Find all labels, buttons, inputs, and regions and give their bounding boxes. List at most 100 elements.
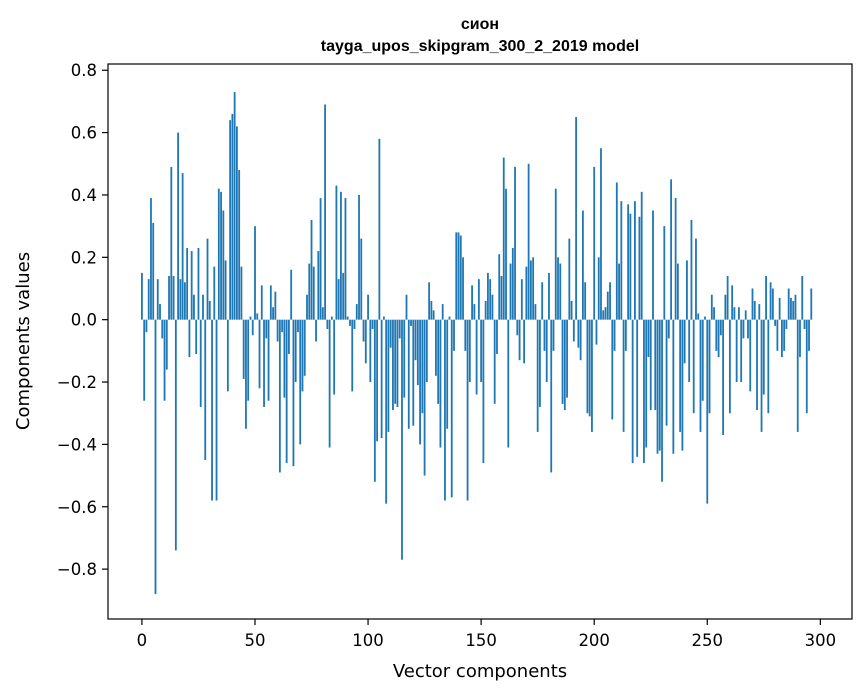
bar: [611, 319, 614, 420]
bar: [627, 204, 630, 320]
bar: [312, 266, 315, 320]
bar: [299, 319, 302, 445]
bar: [550, 319, 553, 473]
bar: [760, 319, 763, 432]
bar: [566, 319, 568, 398]
bar: [423, 319, 426, 476]
bar: [382, 316, 385, 320]
bar: [471, 285, 473, 320]
bar: [172, 276, 175, 320]
bar: [554, 188, 557, 320]
bar: [163, 319, 166, 401]
bar: [629, 213, 632, 320]
bar: [509, 263, 512, 320]
bar: [753, 300, 756, 320]
bar: [211, 319, 213, 501]
bar: [373, 319, 376, 482]
bar: [380, 319, 383, 439]
bar: [249, 316, 252, 320]
bar: [188, 319, 191, 358]
y-tick-label: 0.4: [71, 186, 97, 205]
bar: [236, 126, 238, 320]
bar: [245, 319, 247, 429]
bar: [518, 319, 521, 361]
bar: [421, 319, 424, 414]
bar: [482, 319, 485, 464]
bar: [615, 182, 618, 320]
y-tick-label: 0.8: [71, 61, 97, 80]
bar: [405, 294, 408, 320]
bar: [292, 319, 295, 467]
bar: [722, 319, 725, 436]
bar-series: [141, 92, 813, 595]
bar: [527, 163, 530, 320]
bar: [785, 319, 788, 330]
bar: [552, 319, 555, 351]
bar: [310, 219, 313, 320]
bar: [294, 319, 297, 383]
bar: [466, 319, 469, 501]
bar: [674, 198, 677, 320]
bar: [489, 279, 492, 320]
bar: [719, 319, 722, 336]
bar: [532, 257, 535, 320]
bar: [586, 319, 589, 414]
bar: [665, 319, 668, 426]
bar: [321, 307, 324, 320]
bar: [758, 304, 761, 320]
bar: [751, 288, 754, 320]
bar: [353, 319, 356, 330]
bar: [749, 319, 752, 392]
bar: [159, 304, 161, 320]
bar: [342, 272, 345, 320]
bar: [762, 319, 765, 395]
bar: [179, 279, 182, 320]
bar: [202, 294, 204, 320]
bar: [231, 113, 234, 320]
bar: [570, 300, 573, 320]
bar: [672, 319, 675, 454]
bar: [640, 191, 643, 320]
bar: [597, 257, 600, 320]
bar: [511, 247, 514, 320]
bar: [317, 251, 320, 320]
bar: [238, 170, 241, 320]
bar: [704, 316, 706, 320]
bar: [769, 282, 772, 320]
bar: [319, 198, 322, 320]
bar: [154, 319, 157, 595]
x-axis: 0 50 100 150 200 250 300: [137, 619, 836, 650]
bar: [283, 319, 286, 398]
bar: [765, 276, 767, 320]
bar: [645, 319, 648, 448]
bar: [787, 288, 790, 320]
bar: [437, 319, 440, 404]
bar: [618, 263, 620, 320]
bar: [265, 319, 268, 339]
bar: [523, 319, 525, 364]
bar: [647, 319, 650, 358]
bar: [435, 319, 437, 376]
bar: [636, 319, 639, 457]
bar: [563, 319, 566, 411]
bar: [491, 294, 494, 320]
bar: [349, 319, 351, 326]
bar: [747, 319, 749, 339]
bar: [278, 319, 281, 473]
bar: [776, 319, 779, 351]
bar: [670, 179, 672, 320]
y-tick-label: −0.2: [57, 373, 97, 392]
bar: [717, 319, 720, 358]
bar: [168, 276, 170, 320]
bar: [602, 310, 605, 320]
bar: [387, 319, 390, 432]
bar: [792, 300, 795, 320]
bar: [634, 201, 636, 320]
x-tick-label: 50: [244, 631, 265, 650]
bar: [190, 251, 193, 320]
x-axis-label: Vector components: [393, 661, 567, 682]
bar: [473, 304, 476, 320]
bar: [541, 282, 544, 320]
bar: [649, 319, 652, 411]
